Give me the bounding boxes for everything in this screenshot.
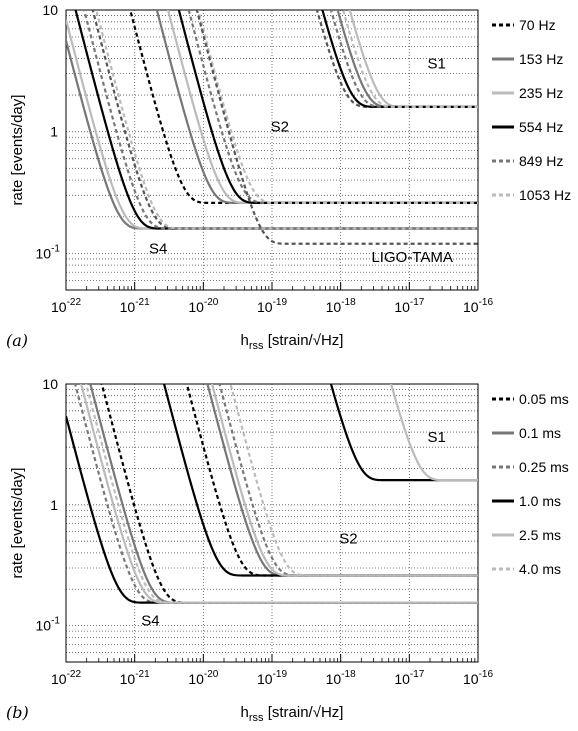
region-label: S4 — [141, 613, 159, 630]
y-tick-label: 10 — [42, 376, 58, 392]
y-axis-label: rate [events/day] — [9, 468, 26, 579]
series-line-s1-25ms — [389, 384, 478, 482]
series-line-s2-025ms — [218, 384, 478, 577]
chart-panel-b: 10-22 10-21 10-20 10-19 10-18 10-17 10-16 10-1 1… — [6, 376, 569, 724]
x-axis-label: hrss [strain/√Hz] — [241, 332, 344, 352]
y-tick-label: 10-1 — [36, 243, 61, 261]
region-label: S2 — [271, 119, 289, 136]
series-line-s2-1053hz — [197, 10, 478, 204]
region-label: S4 — [149, 240, 167, 257]
legend-label: 70 Hz — [519, 17, 556, 33]
x-tick-label: 10-20 — [188, 669, 218, 687]
series-line-s2-25ms — [210, 384, 478, 577]
series-line-ligo-tama-849hz — [195, 10, 478, 245]
x-tick-label: 10-22 — [51, 669, 81, 687]
legend-label: 554 Hz — [519, 119, 563, 135]
legend-label: 235 Hz — [519, 85, 563, 101]
legend-label: 2.5 ms — [519, 527, 561, 543]
y-tick-label: 1 — [50, 497, 58, 513]
chart-panel-a: 10-22 10-21 10-20 10-19 10-18 10-17 10-16 10-1 1… — [6, 2, 571, 352]
legend-label: 4.0 ms — [519, 561, 561, 577]
x-tick-label: 10-16 — [463, 669, 493, 687]
x-tick-label: 10-21 — [120, 669, 150, 687]
region-label: S1 — [427, 429, 445, 446]
x-tick-label: 10-17 — [394, 669, 424, 687]
x-tick-label: 10-18 — [326, 669, 356, 687]
series-line-s1-10ms — [329, 384, 478, 482]
legend: 0.05 ms 0.1 ms 0.25 ms 1.0 ms 2.5 ms 4.0 ms — [492, 391, 569, 577]
x-tick-label: 10-19 — [257, 669, 287, 687]
x-tick-label: 10-17 — [394, 297, 424, 315]
curves — [66, 10, 478, 245]
legend-label: 153 Hz — [519, 51, 563, 67]
series-line-s4-40ms — [84, 384, 478, 604]
series-line-s1-554hz — [321, 10, 478, 108]
region-label: S2 — [339, 530, 357, 547]
x-axis-label: hrss [strain/√Hz] — [241, 704, 344, 724]
curves — [66, 384, 478, 604]
x-tick-label: 10-21 — [120, 297, 150, 315]
legend-label: 0.1 ms — [519, 425, 561, 441]
legend: 70 Hz 153 Hz 235 Hz 554 Hz 849 Hz 1053 Hz — [492, 17, 571, 203]
legend-label: 0.25 ms — [519, 459, 569, 475]
y-tick-label: 10-1 — [36, 616, 61, 634]
y-axis-label: rate [events/day] — [9, 95, 26, 206]
region-label: S1 — [427, 56, 445, 73]
region-label: LIGO-TAMA — [371, 249, 452, 266]
legend-label: 849 Hz — [519, 153, 563, 169]
x-tick-label: 10-18 — [326, 297, 356, 315]
x-tick-label: 10-22 — [51, 297, 81, 315]
legend-label: 1.0 ms — [519, 493, 561, 509]
panel-label: (b) — [6, 703, 29, 722]
legend-label: 1053 Hz — [519, 187, 571, 203]
series-line-s4-1053hz — [95, 10, 478, 230]
x-tick-label: 10-16 — [463, 297, 493, 315]
x-tick-label: 10-20 — [188, 297, 218, 315]
panel-label: (a) — [6, 331, 28, 350]
legend-label: 0.05 ms — [519, 391, 569, 407]
y-tick-label: 10 — [42, 2, 58, 18]
y-tick-label: 1 — [50, 124, 58, 140]
x-tick-label: 10-19 — [257, 297, 287, 315]
